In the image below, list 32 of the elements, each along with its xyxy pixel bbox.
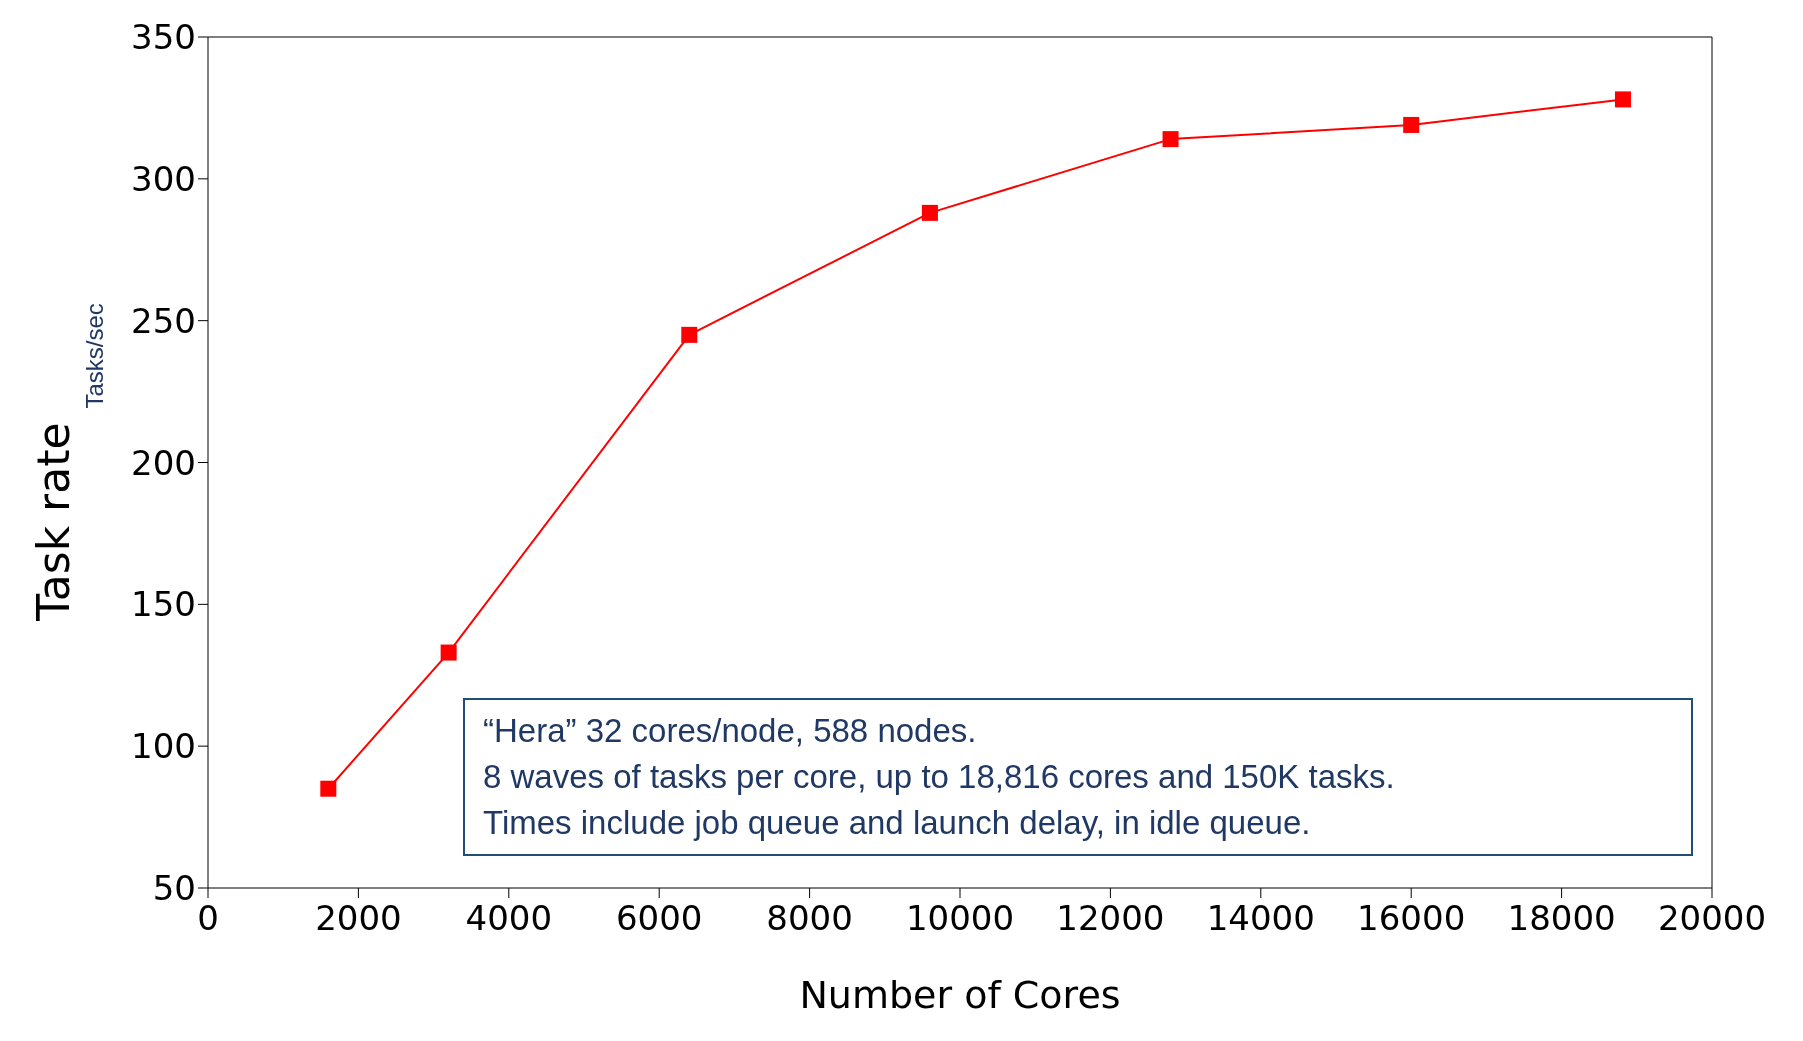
- point: [1403, 116, 1420, 133]
- point: [921, 204, 938, 221]
- text: Tasks/sec: [80, 303, 109, 409]
- x-tick-label: 14000: [1206, 898, 1315, 939]
- note-box: “Hera” 32 cores/node, 588 nodes. 8 waves of tasks per core, up to 18,816 cores and 150K tasks. Times include job queue and launch delay, in idle queue.: [463, 698, 1693, 856]
- point: [320, 780, 337, 797]
- x-tick-label: 18000: [1507, 898, 1616, 939]
- annotation: 8 waves of tasks per core, up to 18,816 cores and 150K tasks.: [483, 757, 1396, 797]
- y-axis-title: Task rate: [27, 422, 79, 621]
- x-tick-label: 0: [197, 898, 219, 939]
- y-tick-label: 150: [131, 584, 196, 625]
- point: [681, 326, 698, 343]
- x-tick-label: 12000: [1056, 898, 1165, 939]
- annotation: Times include job queue and launch delay, in idle queue.: [483, 803, 1312, 843]
- annotation: “Hera” 32 cores/node, 588 nodes.: [483, 711, 978, 751]
- x-tick-label: 4000: [465, 898, 553, 939]
- y-tick-label: 100: [131, 726, 196, 767]
- y-tick-label: 250: [131, 300, 196, 341]
- y-tick-label: 200: [131, 442, 196, 483]
- x-tick-label: 6000: [615, 898, 703, 939]
- x-tick-label: 20000: [1657, 898, 1767, 939]
- x-tick-label: 8000: [766, 898, 853, 939]
- y-tick-label: 300: [131, 158, 196, 199]
- point: [1614, 91, 1631, 108]
- point: [440, 644, 457, 661]
- x-tick-label: 2000: [315, 898, 402, 939]
- x-axis-title: Number of Cores: [799, 973, 1121, 1017]
- x-tick-label: 10000: [905, 898, 1015, 939]
- x-tick-label: 16000: [1357, 898, 1466, 939]
- y-tick-label: 50: [152, 868, 196, 909]
- y-tick-label: 350: [131, 17, 196, 58]
- point: [1162, 131, 1179, 148]
